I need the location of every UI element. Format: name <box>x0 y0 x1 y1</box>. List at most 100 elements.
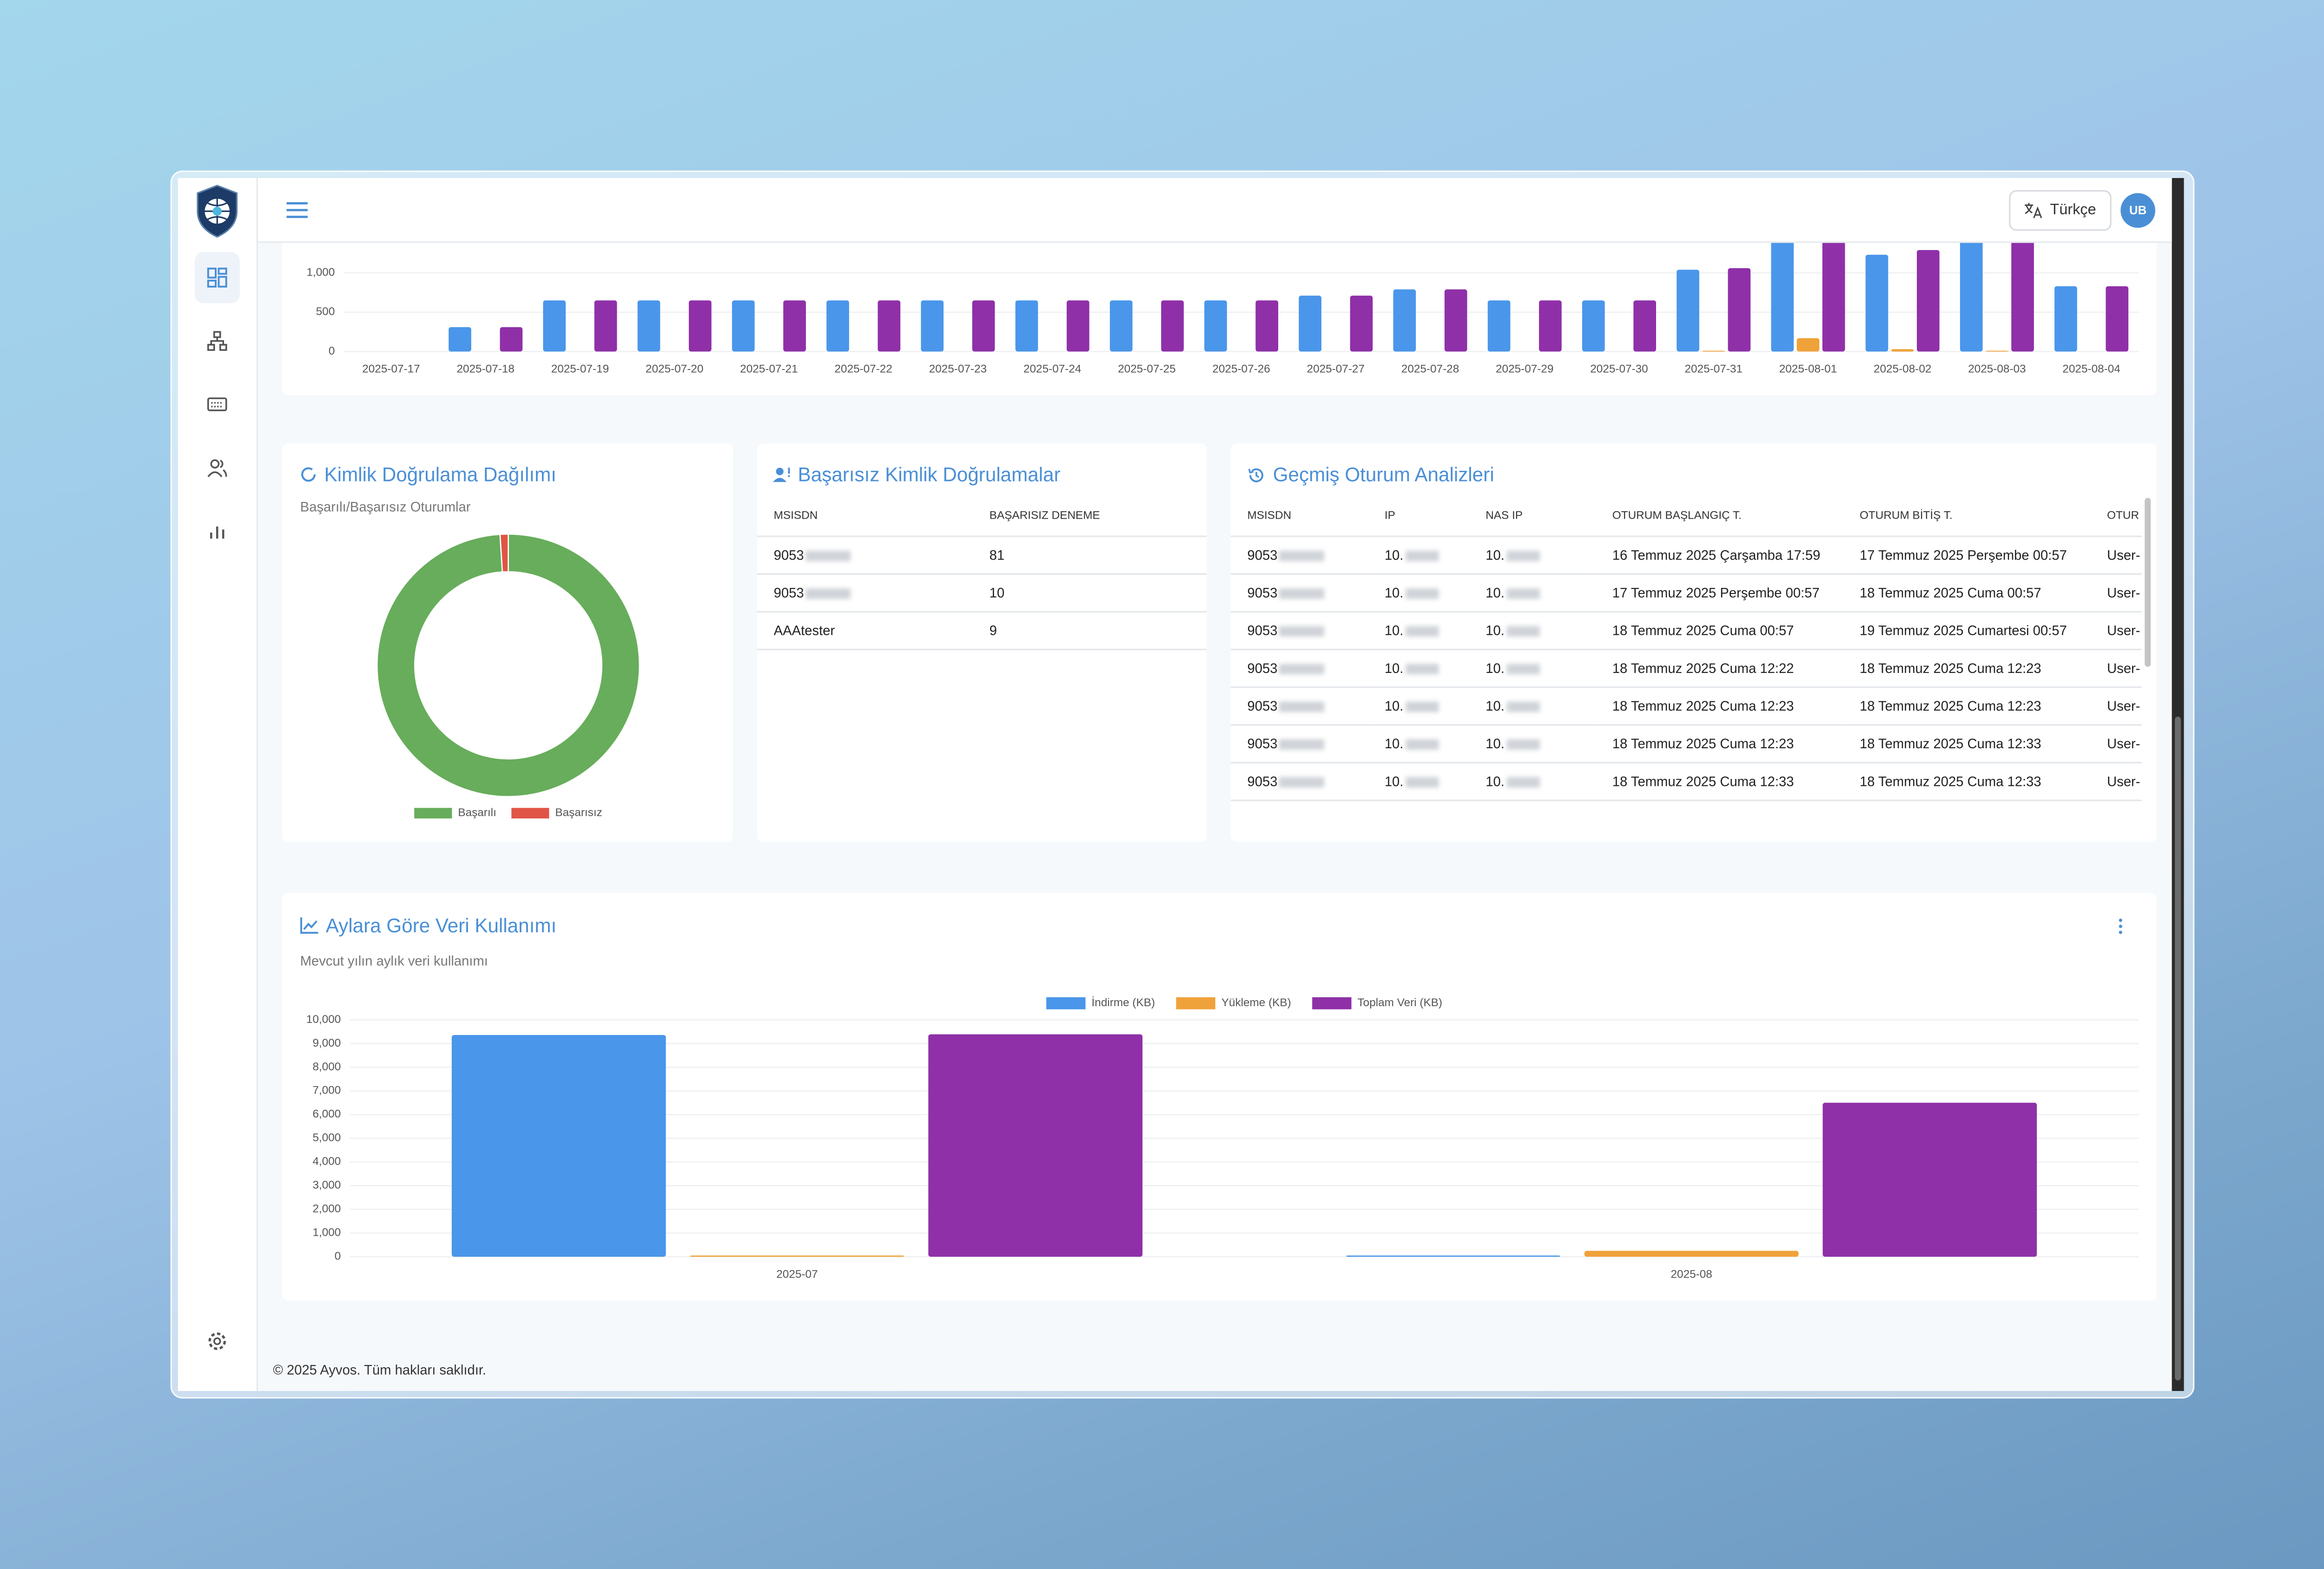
table-row: 9053 10. 10. 18 Temmuz 2025 Cuma 12:23 18 Te… <box>1230 725 2142 764</box>
language-button[interactable]: Türkçe <box>2009 190 2112 231</box>
x-tick-label: 2025-07-18 <box>456 363 514 376</box>
x-tick-label: 2025-07 <box>776 1268 818 1280</box>
failed-table-wrap: MSISDN BAŞARISIZ DENEME 9053 81 9053 10 AAAtes… <box>757 494 1207 651</box>
more-menu[interactable] <box>2113 917 2128 936</box>
table-cell: 18 Temmuz 2025 Cuma 12:23 <box>1596 687 1843 726</box>
nav-devices[interactable] <box>207 394 228 415</box>
table-cell: 18 Temmuz 2025 Cuma 12:33 <box>1596 762 1843 801</box>
header-row: MSISDN IP NAS IP OTURUM BAŞLANGIÇ T. OTURUM … <box>1230 494 2142 537</box>
bar <box>921 300 944 352</box>
card-title: Aylara Göre Veri Kullanımı <box>300 914 556 937</box>
subtitle: Başarılı/Başarısız Oturumlar <box>300 499 471 514</box>
logo[interactable] <box>193 183 241 240</box>
x-tick-label: 2025-08-03 <box>1968 363 2026 376</box>
table-row: 9053 10 <box>757 574 1207 613</box>
table-cell: 9053 <box>1230 649 1368 688</box>
y-tick-label: 3,000 <box>312 1179 341 1192</box>
title-text: Aylara Göre Veri Kullanımı <box>325 914 557 937</box>
table-cell: 10. <box>1368 536 1469 575</box>
x-tick-label: 2025-07-23 <box>929 363 987 376</box>
bar <box>594 300 617 352</box>
bar <box>1702 350 1725 352</box>
nav-users[interactable] <box>207 457 228 478</box>
table-cell: 10. <box>1469 536 1596 575</box>
monthly-chart: 0 1,000 2,000 3,000 4,000 5,000 6,000 7,000 8,00… <box>306 996 2139 1280</box>
icon <box>773 468 790 482</box>
table-cell: User- <box>2090 574 2142 613</box>
table-cell: 18 Temmuz 2025 Cuma 12:23 <box>1596 725 1843 764</box>
bar <box>1728 268 1751 352</box>
table-cell: 10 <box>972 574 1207 613</box>
column-header: OTURUM BİTİŞ T. <box>1843 494 2091 537</box>
x-tick-label: 2025-08-04 <box>2062 363 2120 376</box>
menu-toggle[interactable] <box>286 201 308 219</box>
y-tick-label: 500 <box>316 305 335 318</box>
pie-slice <box>376 533 640 798</box>
y-tick-label: 9,000 <box>312 1037 341 1049</box>
table-cell: User- <box>2090 725 2142 764</box>
table-row: 9053 10. 10. 16 Temmuz 2025 Çarşamba 17:59 1… <box>1230 536 2142 575</box>
table-body: 9053 81 9053 10 AAAtester 9 <box>757 536 1207 651</box>
y-tick-label: 8,000 <box>312 1061 341 1073</box>
nav-settings[interactable] <box>207 1331 228 1351</box>
x-tick-label: 2025-07-27 <box>1307 363 1365 376</box>
y-tick-label: 2,000 <box>312 1203 341 1215</box>
x-tick-label: 2025-08-01 <box>1779 363 1837 376</box>
legend-label: Başarılı <box>458 806 496 819</box>
nav-network[interactable] <box>207 330 228 351</box>
header-row: MSISDN BAŞARISIZ DENEME <box>757 494 1207 537</box>
legend-label: İndirme (KB) <box>1091 996 1155 1009</box>
bar <box>1677 270 1699 352</box>
bar <box>1393 289 1416 352</box>
x-tick-label: 2025-08 <box>1671 1268 1712 1280</box>
table-cell: 9053 <box>757 536 973 575</box>
bar <box>2106 286 2129 352</box>
nav-dashboard[interactable] <box>207 267 228 288</box>
table-cell: 10. <box>1368 687 1469 726</box>
bar <box>1584 1251 1799 1257</box>
bar <box>1255 300 1279 352</box>
x-tick-label: 2025-07-22 <box>834 363 892 376</box>
table-cell: 10. <box>1368 574 1469 613</box>
bar <box>2054 286 2077 352</box>
bar <box>637 300 660 352</box>
legend-label: Toplam Veri (KB) <box>1358 996 1442 1009</box>
nav-active-bg <box>194 252 240 303</box>
bar <box>1633 300 1656 352</box>
table-cell: 10. <box>1368 649 1469 688</box>
auth-pie: Başarılı Başarısız <box>376 533 640 819</box>
bar <box>2011 241 2034 352</box>
y-tick-label: 7,000 <box>312 1084 341 1097</box>
footer: © 2025 Ayvos. Tüm hakları saklıdır. <box>273 1362 487 1378</box>
column-header: BAŞARISIZ DENEME <box>972 494 1207 537</box>
table-cell: 10. <box>1469 687 1596 726</box>
bar <box>1109 300 1133 352</box>
icon <box>1248 468 1263 482</box>
x-tick-label: 2025-07-17 <box>362 363 420 376</box>
x-tick-label: 2025-07-20 <box>646 363 703 376</box>
y-tick-label: 5,000 <box>312 1132 341 1144</box>
nav-reports[interactable] <box>207 521 228 541</box>
subtitle: Mevcut yılın aylık veri kullanımı <box>300 953 488 969</box>
column-header: OTURUM BAŞLANGIÇ T. <box>1596 494 1843 537</box>
card-title: Başarısız Kimlik Doğrulamalar <box>772 463 1061 486</box>
bar <box>1346 1255 1560 1257</box>
translate-icon <box>2025 203 2043 218</box>
table-cell: User- <box>2090 762 2142 801</box>
table-cell: 10. <box>1469 762 1596 801</box>
table-head: MSISDN IP NAS IP OTURUM BAŞLANGIÇ T. OTURUM … <box>1230 494 2142 537</box>
table-cell: User- <box>2090 649 2142 688</box>
bar <box>1444 289 1467 352</box>
bar <box>1822 241 1845 352</box>
table-cell: 9 <box>972 612 1207 651</box>
data-table: MSISDN BAŞARISIZ DENEME 9053 81 9053 10 AAAtes… <box>757 494 1207 651</box>
legend-swatch <box>414 808 452 819</box>
scrollbar-thumb <box>2175 716 2181 1381</box>
bar <box>1015 300 1038 352</box>
table-cell: 18 Temmuz 2025 Cuma 12:33 <box>1843 725 2091 764</box>
y-tick-label: 6,000 <box>312 1108 341 1121</box>
table-cell: 9053 <box>1230 687 1368 726</box>
card-title: Kimlik Doğrulama Dağılımı <box>300 463 556 486</box>
user-avatar[interactable]: UB <box>2120 193 2155 228</box>
